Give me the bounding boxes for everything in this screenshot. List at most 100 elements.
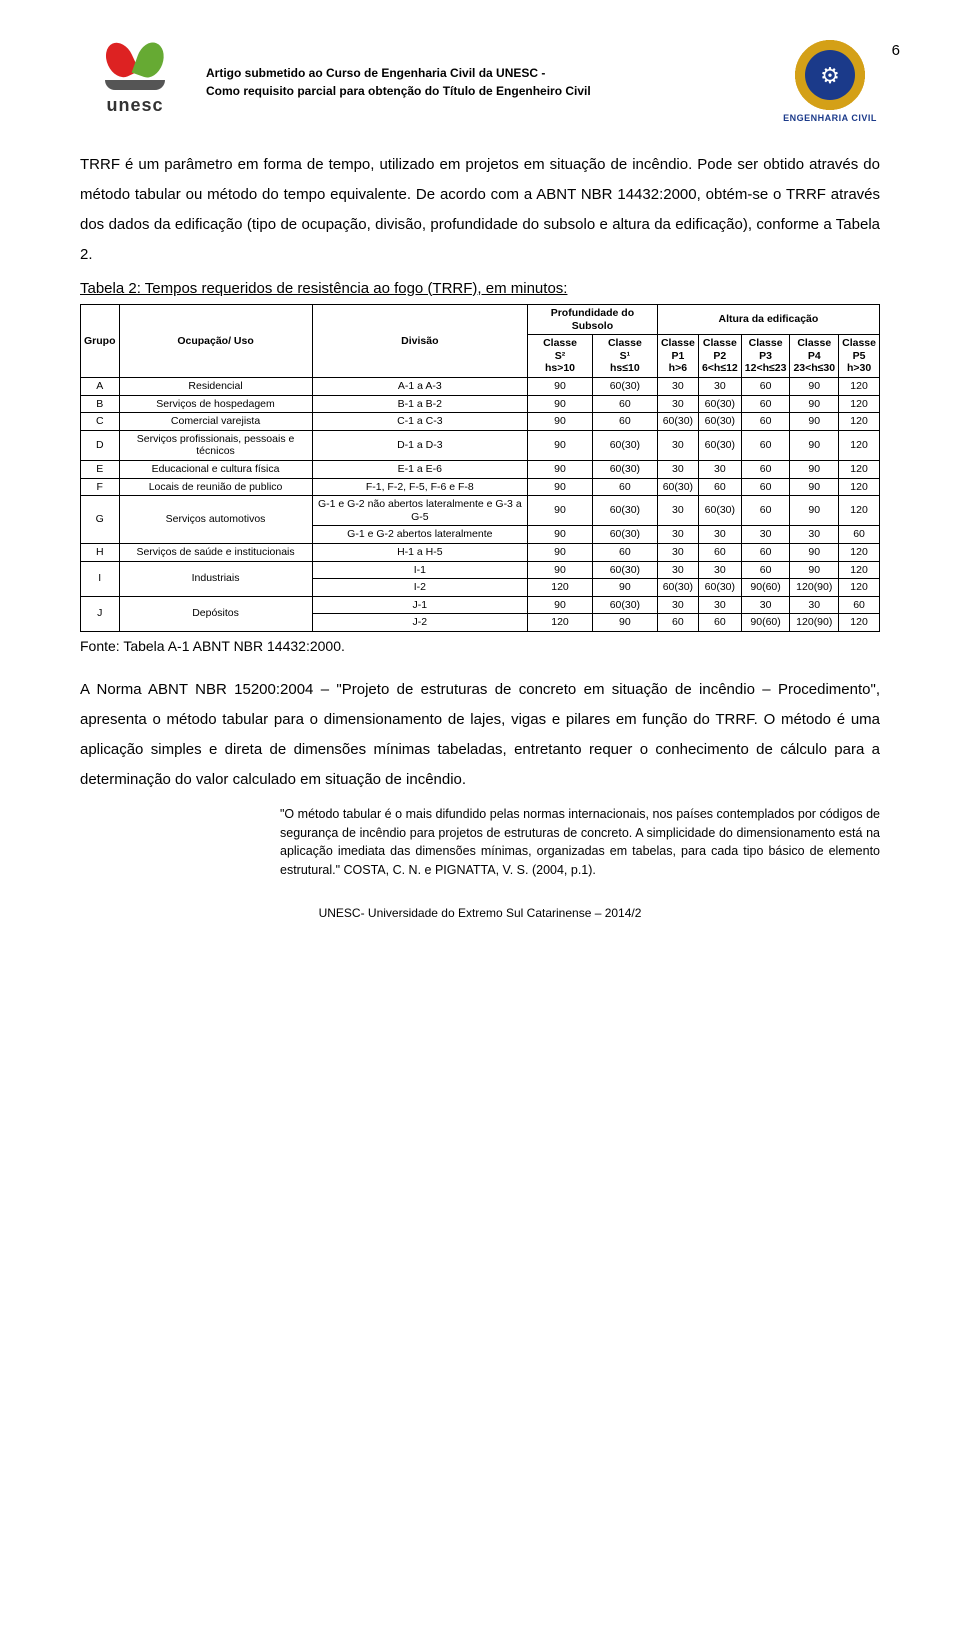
cell-divisao: E-1 a E-6 (312, 460, 527, 478)
cell-grupo: C (81, 413, 120, 431)
cell-value: 120 (839, 496, 880, 526)
table-row: HServiços de saúde e institucionaisH-1 a… (81, 543, 880, 561)
cell-value: 30 (698, 526, 741, 544)
cell-divisao: J-1 (312, 596, 527, 614)
table-row: IIndustriaisI-19060(30)30306090120 (81, 561, 880, 579)
cell-value: 60 (592, 543, 657, 561)
cell-value: 90 (790, 460, 839, 478)
document-header: unesc Artigo submetido ao Curso de Engen… (80, 40, 880, 126)
cell-value: 90 (528, 413, 593, 431)
cell-value: 120 (839, 413, 880, 431)
cell-value: 60(30) (592, 460, 657, 478)
header-line-2: Como requisito parcial para obtenção do … (206, 84, 591, 98)
th-p1: ClasseP1 h>6 (657, 335, 698, 378)
table-row: AResidencialA-1 a A-39060(30)30306090120 (81, 377, 880, 395)
cell-value: 60(30) (592, 596, 657, 614)
cell-value: 120 (839, 614, 880, 632)
th-profundidade: Profundidade do Subsolo (528, 305, 658, 335)
cell-value: 60(30) (592, 561, 657, 579)
cell-ocupacao: Serviços de hospedagem (119, 395, 312, 413)
cell-ocupacao: Educacional e cultura física (119, 460, 312, 478)
cell-value: 90 (528, 430, 593, 460)
cell-value: 90 (528, 526, 593, 544)
cell-value: 30 (657, 526, 698, 544)
cell-value: 120(90) (790, 614, 839, 632)
cell-grupo: E (81, 460, 120, 478)
cell-value: 30 (790, 526, 839, 544)
cell-value: 60 (741, 543, 790, 561)
cell-value: 90 (790, 377, 839, 395)
cell-value: 30 (657, 430, 698, 460)
cell-value: 60(30) (698, 395, 741, 413)
cell-value: 90(60) (741, 614, 790, 632)
cell-value: 60 (698, 478, 741, 496)
paragraph-2: A Norma ABNT NBR 15200:2004 – "Projeto d… (80, 675, 880, 795)
cell-grupo: D (81, 430, 120, 460)
cell-value: 120 (839, 561, 880, 579)
cell-value: 30 (657, 496, 698, 526)
trrf-table: Grupo Ocupação/ Uso Divisão Profundidade… (80, 304, 880, 632)
table-caption: Tabela 2: Tempos requeridos de resistênc… (80, 278, 880, 301)
gear-icon: ⚙ (795, 40, 865, 110)
cell-divisao: G-1 e G-2 abertos lateralmente (312, 526, 527, 544)
cell-value: 60(30) (657, 413, 698, 431)
cell-value: 90 (528, 377, 593, 395)
cell-value: 90 (528, 561, 593, 579)
cell-value: 90 (528, 596, 593, 614)
cell-value: 30 (657, 543, 698, 561)
cell-divisao: I-1 (312, 561, 527, 579)
paragraph-1: TRRF é um parâmetro em forma de tempo, u… (80, 150, 880, 270)
cell-value: 120 (839, 377, 880, 395)
header-subtitle: Artigo submetido ao Curso de Engenharia … (190, 40, 780, 100)
cell-grupo: H (81, 543, 120, 561)
th-s2: ClasseS²hs>10 (528, 335, 593, 378)
cell-grupo: B (81, 395, 120, 413)
cell-value: 60 (698, 614, 741, 632)
cell-value: 120 (528, 579, 593, 597)
cell-value: 120 (839, 430, 880, 460)
table-row: CComercial varejistaC-1 a C-3906060(30)6… (81, 413, 880, 431)
page-number: 6 (892, 40, 900, 63)
cell-value: 60 (839, 596, 880, 614)
cell-ocupacao: Industriais (119, 561, 312, 596)
cell-value: 60 (592, 478, 657, 496)
table-row: DServiços profissionais, pessoais e técn… (81, 430, 880, 460)
footer-text: UNESC- Universidade do Extremo Sul Catar… (80, 904, 880, 922)
cell-ocupacao: Locais de reunião de publico (119, 478, 312, 496)
cell-value: 60(30) (698, 413, 741, 431)
cell-value: 30 (657, 377, 698, 395)
table-row: BServiços de hospedagemB-1 a B-290603060… (81, 395, 880, 413)
cell-divisao: D-1 a D-3 (312, 430, 527, 460)
cell-value: 60(30) (592, 526, 657, 544)
cell-value: 60 (657, 614, 698, 632)
cell-ocupacao: Residencial (119, 377, 312, 395)
cell-value: 90 (592, 614, 657, 632)
cell-grupo: G (81, 496, 120, 544)
cell-value: 120(90) (790, 579, 839, 597)
cell-value: 120 (839, 395, 880, 413)
cell-value: 30 (741, 526, 790, 544)
cell-divisao: G-1 e G-2 não abertos lateralmente e G-3… (312, 496, 527, 526)
cell-value: 30 (698, 377, 741, 395)
cell-value: 90(60) (741, 579, 790, 597)
cell-value: 60 (741, 395, 790, 413)
engenharia-civil-logo: ⚙ ENGENHARIA CIVIL (780, 40, 880, 126)
cell-value: 30 (657, 460, 698, 478)
cell-value: 120 (528, 614, 593, 632)
cell-value: 60(30) (592, 377, 657, 395)
cell-value: 60 (741, 561, 790, 579)
cell-value: 90 (790, 496, 839, 526)
header-line-1: Artigo submetido ao Curso de Engenharia … (206, 66, 545, 80)
cell-value: 60 (741, 413, 790, 431)
cell-value: 120 (839, 543, 880, 561)
cell-value: 90 (790, 543, 839, 561)
th-p3: ClasseP312<h≤23 (741, 335, 790, 378)
cell-value: 60 (741, 460, 790, 478)
unesc-logo-icon (107, 42, 163, 78)
cell-value: 60(30) (698, 579, 741, 597)
cell-value: 90 (528, 395, 593, 413)
cell-value: 90 (790, 395, 839, 413)
cell-value: 30 (698, 561, 741, 579)
cell-value: 90 (528, 478, 593, 496)
cell-value: 60(30) (698, 496, 741, 526)
